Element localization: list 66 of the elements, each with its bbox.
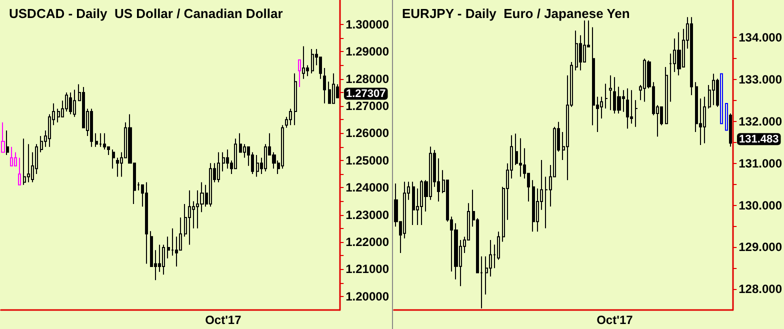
candlestick — [630, 90, 633, 124]
candlestick — [712, 73, 715, 106]
candlestick — [677, 32, 681, 76]
candlestick — [294, 72, 297, 126]
text: USDCAD - Daily US Dollar / Canadian Dollar — [9, 6, 283, 21]
candlestick — [729, 113, 732, 148]
y-tick-label: 133.000 — [738, 72, 782, 87]
candlestick — [95, 132, 98, 148]
y-tick-label: 1.26000 — [346, 126, 390, 140]
y-tick-label: 131.000 — [738, 156, 782, 170]
candlestick — [605, 83, 608, 109]
y-tick-label: 128.000 — [738, 282, 782, 296]
y-tick-label: 130.000 — [738, 198, 782, 212]
candlestick — [519, 138, 522, 178]
y-tick-label: 1.29000 — [346, 44, 390, 59]
candlestick — [90, 108, 93, 148]
y-tick-label: 134.000 — [738, 30, 782, 45]
x-tick-label: Oct'17 — [205, 313, 242, 327]
y-tick-label: 1.27000 — [346, 99, 390, 114]
candlestick — [209, 162, 212, 208]
candlestick — [332, 72, 335, 104]
candlestick — [323, 67, 326, 104]
y-tick-label: 129.000 — [738, 240, 782, 254]
candlestick — [311, 48, 314, 74]
candlestick — [162, 244, 165, 276]
candlestick — [217, 152, 220, 183]
candlestick — [626, 88, 629, 130]
candlestick — [256, 154, 259, 178]
candlestick — [725, 102, 728, 131]
candlestick — [18, 157, 21, 186]
x-tick-label: Oct'17 — [596, 313, 634, 327]
candlestick — [222, 152, 225, 172]
candlestick — [10, 146, 13, 166]
y-tick-label: 1.20000 — [346, 289, 390, 304]
candlestick — [23, 138, 26, 186]
text: 131.483 — [739, 134, 779, 146]
candlestick — [289, 108, 292, 126]
candlestick — [1, 122, 5, 153]
text: 1.27307 — [346, 88, 386, 100]
candlestick — [575, 30, 578, 71]
y-tick-label: 1.21000 — [346, 262, 390, 276]
candlestick — [609, 74, 612, 111]
candlestick — [412, 181, 415, 226]
candlestick — [73, 89, 76, 118]
candlestick — [635, 100, 638, 128]
text: EURJPY - Daily Euro / Japanese Yen — [402, 6, 630, 21]
candlestick — [703, 96, 706, 144]
candlestick — [532, 180, 535, 232]
y-tick-label: 1.28000 — [346, 72, 390, 86]
candlestick — [99, 132, 102, 148]
candlestick — [298, 59, 301, 88]
y-tick-label: 1.30000 — [346, 17, 390, 32]
candlestick — [112, 149, 115, 170]
candlestick — [720, 73, 723, 124]
y-tick-label: 1.23000 — [346, 208, 390, 222]
candlestick — [6, 130, 9, 156]
y-tick-label: 1.25000 — [346, 153, 390, 168]
y-tick-label: 1.22000 — [346, 235, 390, 250]
candlestick — [145, 182, 148, 264]
candlestick — [188, 190, 191, 246]
candlestick — [69, 92, 72, 115]
candlestick — [665, 66, 668, 124]
candlestick — [690, 16, 693, 96]
y-tick-label: 132.000 — [738, 114, 782, 128]
candlestick — [302, 46, 305, 80]
y-tick-label: 1.24000 — [346, 180, 390, 195]
